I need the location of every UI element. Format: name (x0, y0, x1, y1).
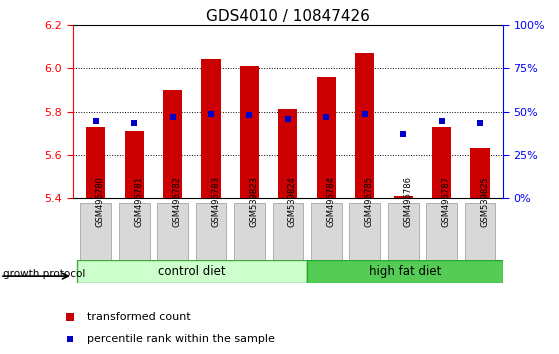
Bar (355, 53, 375, 198)
FancyBboxPatch shape (119, 204, 150, 262)
FancyBboxPatch shape (80, 204, 111, 262)
FancyBboxPatch shape (349, 204, 380, 262)
Text: GSM496780: GSM496780 (96, 176, 105, 227)
Text: GSM496787: GSM496787 (442, 176, 451, 227)
FancyBboxPatch shape (311, 204, 342, 262)
Title: GDS4010 / 10847426: GDS4010 / 10847426 (206, 8, 370, 24)
Text: GSM539825: GSM539825 (480, 176, 489, 227)
FancyBboxPatch shape (465, 204, 495, 262)
FancyBboxPatch shape (196, 204, 226, 262)
Bar (394, 196, 413, 198)
FancyBboxPatch shape (273, 204, 303, 262)
Text: GSM496781: GSM496781 (134, 176, 143, 227)
FancyBboxPatch shape (388, 204, 419, 262)
Text: GSM496785: GSM496785 (364, 176, 374, 227)
FancyBboxPatch shape (157, 204, 188, 262)
Bar (125, 131, 144, 198)
Bar (201, 59, 221, 198)
FancyBboxPatch shape (234, 204, 265, 262)
Text: GSM539824: GSM539824 (288, 176, 297, 227)
FancyBboxPatch shape (426, 204, 457, 262)
Text: control diet: control diet (158, 265, 226, 278)
Bar (240, 66, 259, 198)
Text: high fat diet: high fat diet (369, 265, 441, 278)
Bar (278, 109, 297, 198)
Bar (471, 148, 490, 198)
Text: GSM539823: GSM539823 (249, 176, 258, 227)
Bar (163, 90, 182, 198)
Bar (317, 77, 336, 198)
Text: growth protocol: growth protocol (3, 269, 85, 279)
Bar (432, 127, 451, 198)
Text: percentile rank within the sample: percentile rank within the sample (87, 334, 274, 344)
Bar (86, 127, 105, 198)
Text: GSM496782: GSM496782 (173, 176, 182, 227)
Text: GSM496783: GSM496783 (211, 176, 220, 227)
Text: GSM496786: GSM496786 (403, 176, 412, 227)
Bar (307, 260, 503, 283)
Bar (77, 260, 307, 283)
Text: transformed count: transformed count (87, 312, 191, 322)
Text: GSM496784: GSM496784 (326, 176, 335, 227)
